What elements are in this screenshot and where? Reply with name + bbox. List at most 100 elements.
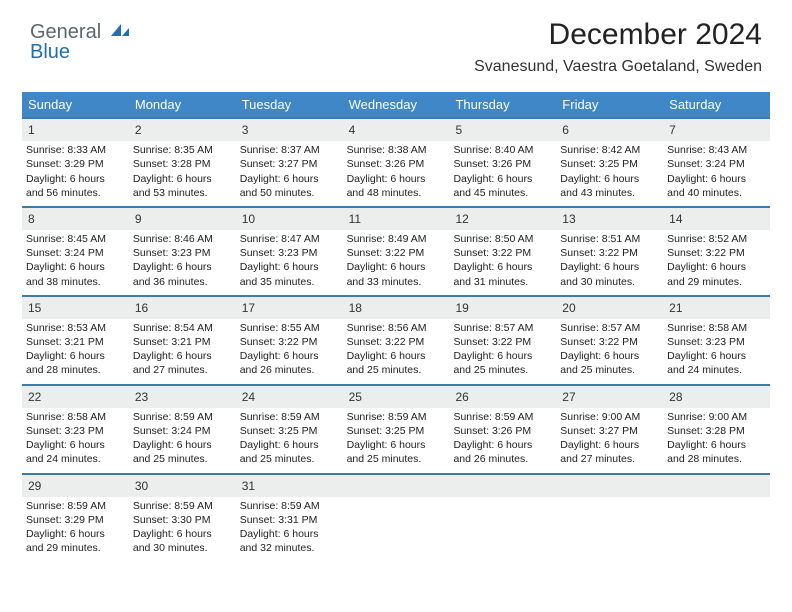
sunset-line: Sunset: 3:24 PM bbox=[26, 246, 125, 260]
day-cell: 8Sunrise: 8:45 AMSunset: 3:24 PMDaylight… bbox=[22, 208, 129, 295]
sunrise-line: Sunrise: 8:58 AM bbox=[26, 410, 125, 424]
sunrise-line: Sunrise: 8:59 AM bbox=[133, 410, 232, 424]
week-row: 22Sunrise: 8:58 AMSunset: 3:23 PMDayligh… bbox=[22, 384, 770, 473]
sunrise-line: Sunrise: 8:59 AM bbox=[453, 410, 552, 424]
week-row: 8Sunrise: 8:45 AMSunset: 3:24 PMDaylight… bbox=[22, 206, 770, 295]
sunset-line: Sunset: 3:22 PM bbox=[453, 335, 552, 349]
day-body: Sunrise: 8:45 AMSunset: 3:24 PMDaylight:… bbox=[22, 230, 129, 295]
sunset-line: Sunset: 3:27 PM bbox=[560, 424, 659, 438]
daylight-line: Daylight: 6 hours and 38 minutes. bbox=[26, 260, 125, 288]
sunset-line: Sunset: 3:25 PM bbox=[560, 157, 659, 171]
day-body: Sunrise: 8:46 AMSunset: 3:23 PMDaylight:… bbox=[129, 230, 236, 295]
day-cell: 6Sunrise: 8:42 AMSunset: 3:25 PMDaylight… bbox=[556, 119, 663, 206]
day-cell: 29Sunrise: 8:59 AMSunset: 3:29 PMDayligh… bbox=[22, 475, 129, 562]
day-cell: 10Sunrise: 8:47 AMSunset: 3:23 PMDayligh… bbox=[236, 208, 343, 295]
day-cell: 3Sunrise: 8:37 AMSunset: 3:27 PMDaylight… bbox=[236, 119, 343, 206]
sunset-line: Sunset: 3:30 PM bbox=[133, 513, 232, 527]
sunset-line: Sunset: 3:23 PM bbox=[240, 246, 339, 260]
day-number: . bbox=[663, 475, 770, 497]
day-cell: 12Sunrise: 8:50 AMSunset: 3:22 PMDayligh… bbox=[449, 208, 556, 295]
sunrise-line: Sunrise: 8:38 AM bbox=[347, 143, 446, 157]
day-number: 9 bbox=[129, 208, 236, 230]
dow-header: Friday bbox=[556, 92, 663, 117]
day-number: . bbox=[343, 475, 450, 497]
daylight-line: Daylight: 6 hours and 25 minutes. bbox=[133, 438, 232, 466]
day-number: 12 bbox=[449, 208, 556, 230]
day-body bbox=[663, 497, 770, 505]
sunset-line: Sunset: 3:25 PM bbox=[240, 424, 339, 438]
sunrise-line: Sunrise: 8:58 AM bbox=[667, 321, 766, 335]
sunset-line: Sunset: 3:21 PM bbox=[26, 335, 125, 349]
sunrise-line: Sunrise: 8:55 AM bbox=[240, 321, 339, 335]
sunset-line: Sunset: 3:26 PM bbox=[453, 424, 552, 438]
day-number: 7 bbox=[663, 119, 770, 141]
sunset-line: Sunset: 3:31 PM bbox=[240, 513, 339, 527]
day-cell: . bbox=[449, 475, 556, 562]
day-body: Sunrise: 8:59 AMSunset: 3:24 PMDaylight:… bbox=[129, 408, 236, 473]
sunset-line: Sunset: 3:28 PM bbox=[133, 157, 232, 171]
dow-header: Saturday bbox=[663, 92, 770, 117]
daylight-line: Daylight: 6 hours and 56 minutes. bbox=[26, 172, 125, 200]
sunset-line: Sunset: 3:26 PM bbox=[453, 157, 552, 171]
location: Svanesund, Vaestra Goetaland, Sweden bbox=[474, 58, 762, 76]
sunrise-line: Sunrise: 8:56 AM bbox=[347, 321, 446, 335]
day-body: Sunrise: 8:57 AMSunset: 3:22 PMDaylight:… bbox=[556, 319, 663, 384]
day-body: Sunrise: 9:00 AMSunset: 3:28 PMDaylight:… bbox=[663, 408, 770, 473]
sunrise-line: Sunrise: 8:52 AM bbox=[667, 232, 766, 246]
sunset-line: Sunset: 3:24 PM bbox=[667, 157, 766, 171]
day-body: Sunrise: 8:59 AMSunset: 3:26 PMDaylight:… bbox=[449, 408, 556, 473]
day-number: 16 bbox=[129, 297, 236, 319]
daylight-line: Daylight: 6 hours and 25 minutes. bbox=[240, 438, 339, 466]
day-body: Sunrise: 8:43 AMSunset: 3:24 PMDaylight:… bbox=[663, 141, 770, 206]
day-cell: 14Sunrise: 8:52 AMSunset: 3:22 PMDayligh… bbox=[663, 208, 770, 295]
daylight-line: Daylight: 6 hours and 45 minutes. bbox=[453, 172, 552, 200]
day-number: 24 bbox=[236, 386, 343, 408]
day-number: . bbox=[449, 475, 556, 497]
week-row: 15Sunrise: 8:53 AMSunset: 3:21 PMDayligh… bbox=[22, 295, 770, 384]
daylight-line: Daylight: 6 hours and 25 minutes. bbox=[347, 438, 446, 466]
daylight-line: Daylight: 6 hours and 53 minutes. bbox=[133, 172, 232, 200]
day-body: Sunrise: 8:59 AMSunset: 3:31 PMDaylight:… bbox=[236, 497, 343, 562]
sunset-line: Sunset: 3:27 PM bbox=[240, 157, 339, 171]
day-number: 28 bbox=[663, 386, 770, 408]
day-body: Sunrise: 8:58 AMSunset: 3:23 PMDaylight:… bbox=[663, 319, 770, 384]
sunset-line: Sunset: 3:22 PM bbox=[453, 246, 552, 260]
daylight-line: Daylight: 6 hours and 24 minutes. bbox=[667, 349, 766, 377]
day-number: 5 bbox=[449, 119, 556, 141]
day-number: 10 bbox=[236, 208, 343, 230]
day-number: 13 bbox=[556, 208, 663, 230]
day-number: 11 bbox=[343, 208, 450, 230]
sunrise-line: Sunrise: 8:33 AM bbox=[26, 143, 125, 157]
sunrise-line: Sunrise: 8:50 AM bbox=[453, 232, 552, 246]
day-cell: 11Sunrise: 8:49 AMSunset: 3:22 PMDayligh… bbox=[343, 208, 450, 295]
calendar: SundayMondayTuesdayWednesdayThursdayFrid… bbox=[22, 92, 770, 561]
day-body bbox=[343, 497, 450, 505]
day-cell: . bbox=[343, 475, 450, 562]
dow-header: Sunday bbox=[22, 92, 129, 117]
sunrise-line: Sunrise: 8:57 AM bbox=[560, 321, 659, 335]
sunrise-line: Sunrise: 8:51 AM bbox=[560, 232, 659, 246]
day-cell: 17Sunrise: 8:55 AMSunset: 3:22 PMDayligh… bbox=[236, 297, 343, 384]
day-cell: 19Sunrise: 8:57 AMSunset: 3:22 PMDayligh… bbox=[449, 297, 556, 384]
sunrise-line: Sunrise: 8:40 AM bbox=[453, 143, 552, 157]
day-body: Sunrise: 8:58 AMSunset: 3:23 PMDaylight:… bbox=[22, 408, 129, 473]
day-cell: 25Sunrise: 8:59 AMSunset: 3:25 PMDayligh… bbox=[343, 386, 450, 473]
daylight-line: Daylight: 6 hours and 27 minutes. bbox=[133, 349, 232, 377]
sunset-line: Sunset: 3:22 PM bbox=[240, 335, 339, 349]
sunset-line: Sunset: 3:22 PM bbox=[347, 335, 446, 349]
daylight-line: Daylight: 6 hours and 25 minutes. bbox=[347, 349, 446, 377]
daylight-line: Daylight: 6 hours and 26 minutes. bbox=[240, 349, 339, 377]
day-body: Sunrise: 8:59 AMSunset: 3:25 PMDaylight:… bbox=[236, 408, 343, 473]
day-number: . bbox=[556, 475, 663, 497]
day-body: Sunrise: 8:51 AMSunset: 3:22 PMDaylight:… bbox=[556, 230, 663, 295]
week-row: 1Sunrise: 8:33 AMSunset: 3:29 PMDaylight… bbox=[22, 117, 770, 206]
day-number: 19 bbox=[449, 297, 556, 319]
logo: General Blue bbox=[30, 22, 131, 62]
day-number: 25 bbox=[343, 386, 450, 408]
day-cell: 26Sunrise: 8:59 AMSunset: 3:26 PMDayligh… bbox=[449, 386, 556, 473]
dow-header-row: SundayMondayTuesdayWednesdayThursdayFrid… bbox=[22, 92, 770, 117]
day-number: 21 bbox=[663, 297, 770, 319]
dow-header: Monday bbox=[129, 92, 236, 117]
day-number: 6 bbox=[556, 119, 663, 141]
day-number: 4 bbox=[343, 119, 450, 141]
